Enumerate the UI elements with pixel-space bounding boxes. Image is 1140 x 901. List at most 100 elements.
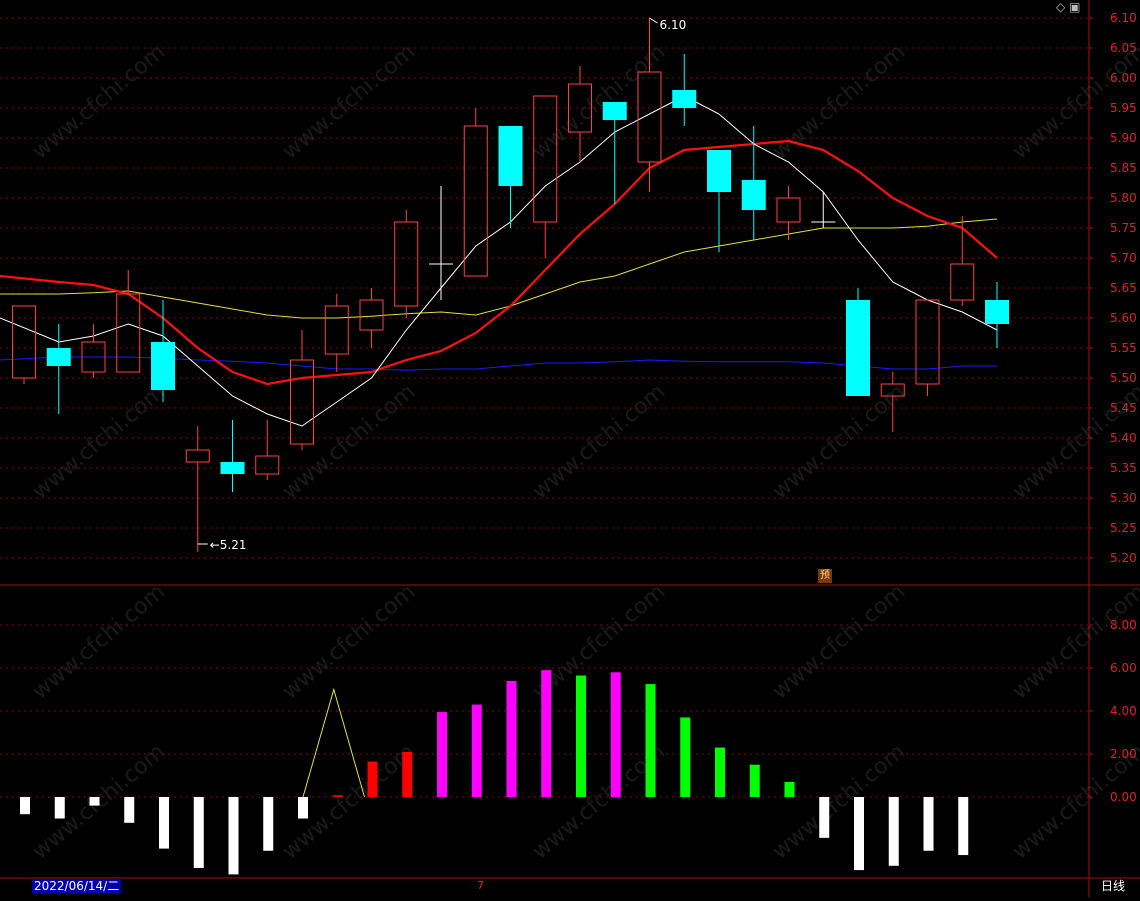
watermark-text: www.cfchi.com — [28, 379, 170, 504]
oscillator-bar[interactable] — [819, 797, 830, 838]
oscillator-bar[interactable] — [228, 797, 239, 875]
oscillator-bar[interactable] — [402, 751, 413, 797]
oscillator-bar[interactable] — [54, 797, 65, 819]
candle[interactable] — [116, 270, 141, 373]
price-tick-label: 5.60 — [1110, 311, 1137, 325]
candle[interactable] — [394, 210, 419, 318]
price-gridlines — [0, 17, 1093, 559]
oscillator-bar[interactable] — [263, 797, 274, 851]
candlestick-series[interactable] — [12, 18, 1010, 552]
oscillator-bar[interactable] — [610, 672, 621, 797]
candle-body — [290, 359, 314, 445]
watermark-text: www.cfchi.com — [768, 579, 910, 704]
candle[interactable] — [637, 18, 662, 192]
oscillator-bar[interactable] — [437, 712, 447, 797]
candle[interactable] — [463, 108, 488, 277]
candle-body — [880, 383, 905, 397]
candle[interactable] — [741, 126, 766, 240]
candle[interactable] — [880, 372, 905, 432]
candle[interactable] — [151, 300, 175, 402]
ma-mid-line — [0, 139, 998, 386]
candle[interactable] — [533, 95, 558, 258]
candle-body — [707, 150, 731, 192]
oscillator-bar[interactable] — [854, 797, 864, 871]
candle[interactable] — [985, 282, 1009, 348]
high-pointer — [649, 17, 658, 24]
oscillator-bar[interactable] — [923, 797, 934, 851]
price-tick-label: 5.35 — [1110, 461, 1137, 475]
forecast-badge[interactable]: 预 — [818, 569, 832, 583]
candle-body — [116, 293, 141, 373]
candle[interactable] — [290, 330, 314, 450]
candle[interactable] — [429, 186, 453, 300]
candle[interactable] — [811, 192, 836, 228]
candle-body — [394, 221, 419, 307]
candle[interactable] — [220, 420, 245, 492]
candle-body — [637, 71, 662, 163]
oscillator-bar[interactable] — [576, 675, 586, 797]
price-tick-label: 5.80 — [1110, 191, 1137, 205]
candle-body — [46, 348, 71, 366]
candle-body — [672, 90, 697, 108]
candle[interactable] — [324, 294, 349, 372]
candle[interactable] — [707, 150, 731, 252]
candle[interactable] — [672, 54, 697, 126]
oscillator-bar[interactable] — [784, 781, 795, 797]
oscillator-bar[interactable] — [541, 670, 552, 797]
oscillator-bar[interactable] — [506, 680, 517, 797]
oscillator-bar[interactable] — [680, 717, 691, 797]
price-tick-label: 5.45 — [1110, 401, 1137, 415]
oscillator-bar[interactable] — [958, 797, 969, 856]
diamond-icon[interactable]: ◇ — [1056, 0, 1066, 14]
watermark-text: www.cfchi.com — [278, 379, 420, 504]
oscillator-bar[interactable] — [749, 764, 760, 797]
watermark-text: www.cfchi.com — [28, 579, 170, 704]
watermark-text: www.cfchi.com — [278, 39, 420, 164]
oscillator-bar[interactable] — [124, 797, 135, 823]
candle[interactable] — [568, 66, 592, 162]
candle[interactable] — [46, 324, 71, 414]
oscillator-bar[interactable] — [89, 797, 100, 806]
candle[interactable] — [81, 324, 106, 378]
price-tick-label: 5.70 — [1110, 251, 1137, 265]
oscillator-bar[interactable] — [888, 797, 899, 866]
window-icon[interactable]: ▣ — [1069, 0, 1081, 14]
month-tick-label: 7 — [477, 879, 484, 892]
candle[interactable] — [915, 299, 940, 396]
candle-body — [463, 125, 488, 277]
oscillator-tick-label: 8.00 — [1110, 618, 1137, 632]
candle[interactable] — [846, 288, 870, 396]
candle[interactable] — [12, 305, 36, 384]
oscillator-bars[interactable] — [20, 670, 969, 875]
oscillator-bar[interactable] — [193, 797, 204, 868]
oscillator-bar[interactable] — [715, 747, 725, 797]
price-tick-label: 6.05 — [1110, 41, 1137, 55]
candle-body — [324, 305, 349, 355]
candle-body — [846, 300, 870, 396]
oscillator-bar[interactable] — [332, 795, 343, 797]
candle[interactable] — [950, 216, 975, 306]
candle[interactable] — [185, 426, 210, 552]
oscillator-bar[interactable] — [159, 797, 169, 849]
candle-body — [81, 341, 106, 373]
oscillator-tick-label: 6.00 — [1110, 661, 1137, 675]
candle[interactable] — [255, 420, 280, 480]
watermark-text: www.cfchi.com — [28, 39, 170, 164]
candle[interactable] — [776, 186, 801, 240]
oscillator-bar[interactable] — [298, 797, 308, 819]
oscillator-bar[interactable] — [20, 797, 30, 815]
toolbar-icons[interactable]: ◇ ▣ — [1056, 0, 1080, 14]
oscillator-bar[interactable] — [471, 704, 482, 797]
candle[interactable] — [498, 126, 523, 228]
oscillator-bar[interactable] — [645, 684, 656, 797]
oscillator-tick-label: 4.00 — [1110, 704, 1137, 718]
price-tick-label: 5.25 — [1110, 521, 1137, 535]
candle[interactable] — [602, 102, 627, 204]
candle-body — [602, 102, 627, 120]
oscillator-bar[interactable] — [367, 761, 378, 797]
period-selector[interactable]: 日线 — [1101, 879, 1126, 893]
ma-base-line — [0, 356, 997, 371]
candle[interactable] — [359, 288, 384, 348]
